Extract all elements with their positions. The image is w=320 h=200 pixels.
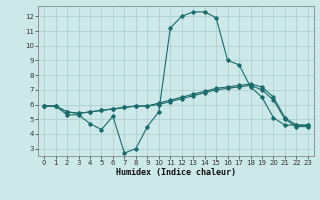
X-axis label: Humidex (Indice chaleur): Humidex (Indice chaleur) <box>116 168 236 177</box>
